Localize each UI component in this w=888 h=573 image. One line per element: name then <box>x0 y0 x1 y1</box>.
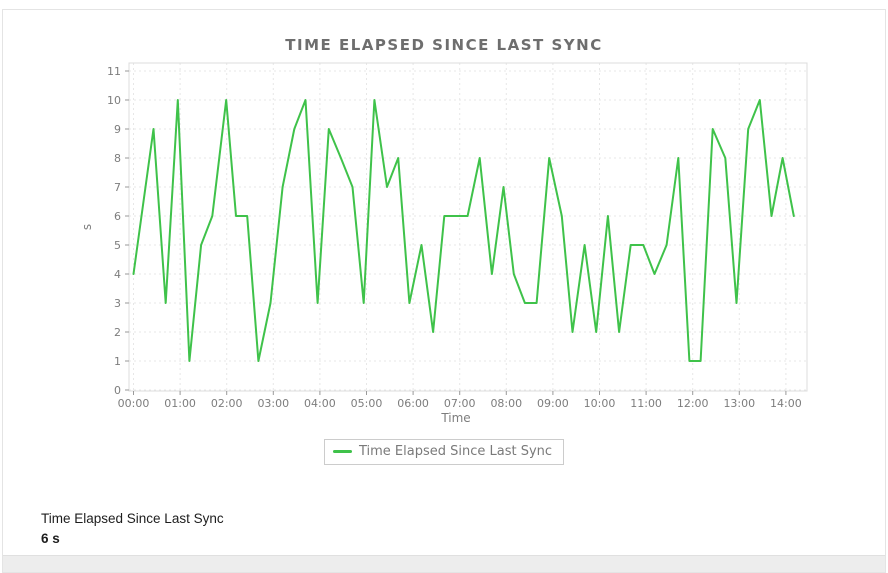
svg-text:Time: Time <box>440 411 470 425</box>
svg-text:5: 5 <box>114 239 121 252</box>
svg-text:0: 0 <box>114 384 121 397</box>
metric-name: Time Elapsed Since Last Sync <box>41 511 224 526</box>
svg-text:9: 9 <box>114 123 121 136</box>
svg-text:00:00: 00:00 <box>118 397 150 410</box>
svg-text:4: 4 <box>114 268 121 281</box>
svg-text:7: 7 <box>114 181 121 194</box>
legend-line-marker <box>332 450 352 453</box>
svg-text:14:00: 14:00 <box>770 397 802 410</box>
svg-text:11: 11 <box>107 65 121 78</box>
svg-text:6: 6 <box>114 210 121 223</box>
svg-text:04:00: 04:00 <box>304 397 336 410</box>
widget-panel: TIME ELAPSED SINCE LAST SYNC 0 1 2 3 4 5 6 7 8 9 1… <box>2 9 886 573</box>
svg-text:2: 2 <box>114 326 121 339</box>
line-chart-svg: 0 1 2 3 4 5 6 7 8 9 10 11 00:00 01:00 02:00 03:00 04:00 0… <box>80 62 808 425</box>
svg-text:08:00: 08:00 <box>490 397 522 410</box>
svg-text:09:00: 09:00 <box>537 397 569 410</box>
metric-summary: Time Elapsed Since Last Sync 6 s <box>41 511 224 546</box>
svg-text:10:00: 10:00 <box>584 397 616 410</box>
svg-text:03:00: 03:00 <box>257 397 289 410</box>
svg-text:11:00: 11:00 <box>630 397 662 410</box>
footer-strip <box>3 555 885 572</box>
svg-text:01:00: 01:00 <box>164 397 196 410</box>
svg-text:s: s <box>80 224 94 230</box>
legend-label: Time Elapsed Since Last Sync <box>358 444 553 459</box>
svg-text:02:00: 02:00 <box>211 397 243 410</box>
legend-item-time-elapsed[interactable]: Time Elapsed Since Last Sync <box>323 439 565 465</box>
svg-text:1: 1 <box>114 355 121 368</box>
svg-text:06:00: 06:00 <box>397 397 429 410</box>
chart-title: TIME ELAPSED SINCE LAST SYNC <box>285 36 603 54</box>
svg-text:12:00: 12:00 <box>677 397 709 410</box>
svg-text:07:00: 07:00 <box>444 397 476 410</box>
svg-text:10: 10 <box>107 94 121 107</box>
chart-canvas: 0 1 2 3 4 5 6 7 8 9 10 11 00:00 01:00 02:00 03:00 04:00 0… <box>61 56 831 431</box>
metric-value: 6 s <box>41 531 60 546</box>
svg-text:05:00: 05:00 <box>351 397 383 410</box>
svg-text:8: 8 <box>114 152 121 165</box>
legend: Time Elapsed Since Last Sync <box>3 439 885 465</box>
svg-text:3: 3 <box>114 297 121 310</box>
svg-text:13:00: 13:00 <box>723 397 755 410</box>
